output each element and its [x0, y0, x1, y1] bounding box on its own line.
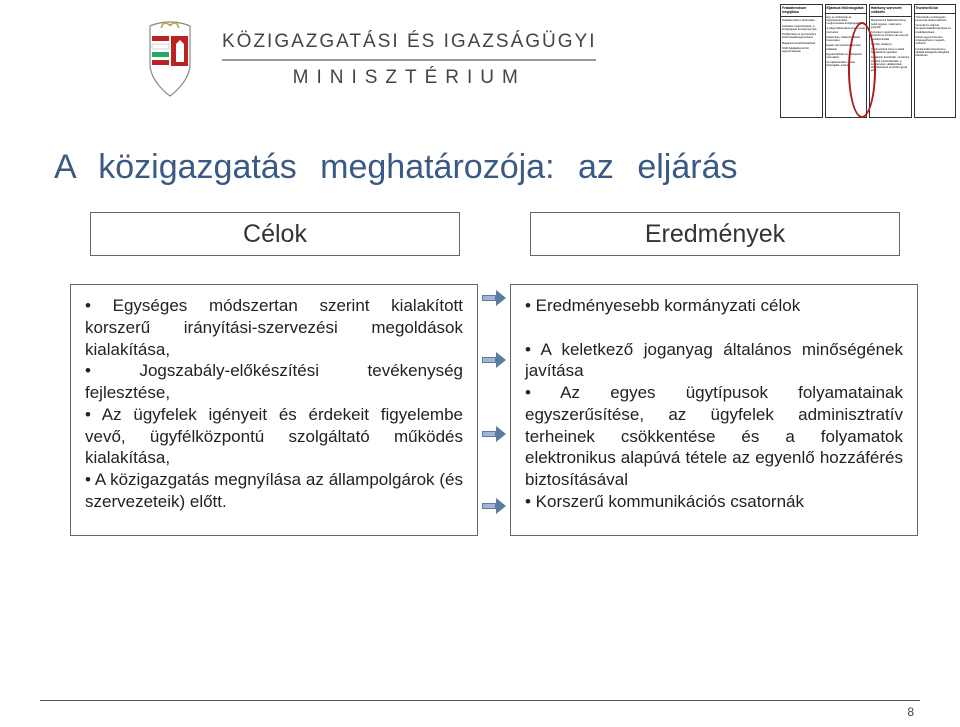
- strategy-column-head: Hatékony szervezeti működés: [870, 5, 911, 17]
- strategy-item: Generali és szakmai kompetenciaköltő kép…: [916, 24, 955, 34]
- strategy-column: Eljárások felülvizsgálata Egy új módszert…: [825, 4, 868, 118]
- strategy-column: Tisztviselői kar Tisztviselők munkavégzés…: [914, 4, 957, 118]
- strategy-column-head: Feladatrendszer megújítása: [781, 5, 822, 17]
- footer-line: [40, 700, 920, 701]
- strategy-item: Kihasz-egyeni bérezési, öngengedmény-meg…: [916, 36, 955, 46]
- strategy-item: Egy új módszertan és folyamatszemlélet m…: [827, 16, 866, 26]
- left-body-text: • Egységes módszertan szerint kialakítot…: [85, 295, 463, 513]
- strategy-item: Fejlesztése, hatásvizsgálatok bevezetése: [827, 36, 866, 42]
- hungary-crest-icon: [140, 20, 200, 100]
- strategy-column-head: Eljárások felülvizsgálata: [826, 5, 867, 14]
- strategy-item: NGM feladatokat érintő egyszerűsítések: [782, 47, 821, 53]
- strategy-column-body: Egy új módszertan és folyamatszemlélet m…: [826, 14, 867, 117]
- strategy-column-head: Tisztviselői kar: [915, 5, 956, 14]
- strategy-item: Feladatok megszüntetése, a közigazgatás …: [782, 25, 821, 31]
- strategy-item: Feladatrendszer újraosztása: [782, 19, 821, 22]
- strategy-item: Együttműködés és előterjesztő szervekkel: [827, 53, 866, 59]
- strategy-column-body: Feladatrendszer újraosztása Feladatok meg…: [781, 17, 822, 117]
- strategy-item: Magánszervezethezkiadható: [782, 42, 821, 45]
- arrow-icon: [482, 498, 506, 514]
- page-number: 8: [907, 705, 914, 719]
- strategy-item: A jellegi előkészítési tevékenység szerv…: [827, 27, 866, 33]
- strategy-item: Egyéb szervezetszabályozási feltételek: [827, 44, 866, 50]
- strategy-column-body: Minisztériumi háttérintézményi, belső üg…: [870, 17, 911, 117]
- strategy-column: Hatékony szervezeti működés Minisztériumi…: [869, 4, 912, 118]
- page-title: A közigazgatás meghatározója: az eljárás: [54, 148, 737, 187]
- ministry-name: KÖZIGAZGATÁSI ÉS IGAZSÁGÜGYI MINISZTÉRIU…: [222, 31, 596, 89]
- strategy-item: A szervezetek méret a valódi feladatokho…: [871, 48, 910, 54]
- right-column-header: Eredmények: [530, 212, 900, 256]
- right-body-text: • Eredményesebb kormányzati célok• A kel…: [525, 295, 903, 513]
- arrow-icon: [482, 426, 506, 442]
- arrow-icon: [482, 352, 506, 368]
- ministry-line1: KÖZIGAZGATÁSI ÉS IGAZSÁGÜGYI: [222, 31, 596, 61]
- strategy-item: Kialakított, koordináló, monitoring az a…: [871, 56, 910, 72]
- strategy-item: Az eljárásrendek vannak felvizsgálat, es…: [827, 61, 866, 67]
- strategy-column-body: Tisztviselők munkavégzés kereteinek téte…: [915, 14, 956, 117]
- strategy-item: Tisztviselők munkavégzés kereteinek téte…: [916, 16, 955, 22]
- strategy-table: Feladatrendszer megújításaFeladatrendsze…: [780, 4, 956, 118]
- strategy-column: Feladatrendszer megújításaFeladatrendsze…: [780, 4, 823, 118]
- arrow-icon: [482, 290, 506, 306]
- strategy-item: Minisztériumi háttérintézményi, belső üg…: [871, 19, 910, 29]
- strategy-item: Funkcionális követelmény-taktikák kidolg…: [916, 48, 955, 58]
- strategy-item: Profiltisztítás és szervezethez kötött-f…: [782, 33, 821, 39]
- left-column-header: Célok: [90, 212, 460, 256]
- ministry-line2: MINISZTÉRIUM: [293, 67, 526, 89]
- left-column-body: • Egységes módszertan szerint kialakítot…: [70, 284, 478, 536]
- right-column-body: • Eredményesebb kormányzati célok• A kel…: [510, 284, 918, 536]
- strategy-item: Hozzák, hatékony: [871, 43, 910, 46]
- strategy-item: Kormányi megszüntetett és központi és sz…: [871, 31, 910, 41]
- header-left: KÖZIGAZGATÁSI ÉS IGAZSÁGÜGYI MINISZTÉRIU…: [0, 0, 780, 120]
